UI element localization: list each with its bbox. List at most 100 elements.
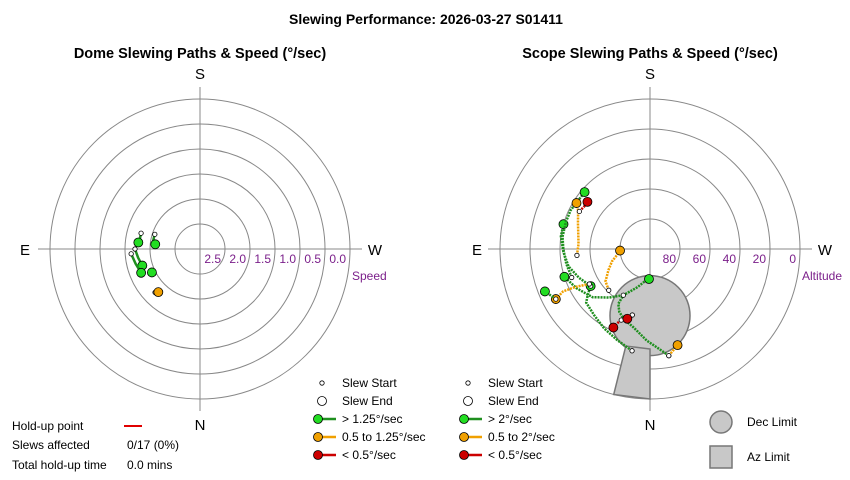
dome-slew-start-marker [132,246,138,252]
dome-direction-bottom: N [195,417,206,434]
scope-slew-end-marker [672,340,683,351]
scope-polar-chart: Scope Slewing Paths & Speed (°/sec) S N … [472,46,842,434]
scope-ring-label: 0 [789,252,796,266]
scope-slew-path [561,191,586,278]
scope-ring-label: 80 [663,252,677,266]
scope-chart-title: Scope Slewing Paths & Speed (°/sec) [522,46,778,62]
dome-legend-label: Slew End [342,394,393,408]
dome-ring-label: 2.5 [204,252,221,266]
dome-slew-end-marker [150,239,161,250]
dome-grid [38,87,362,411]
scope-slew-path [617,277,670,357]
scope-legend: Slew Start Slew End > 2°/sec 0.5 to 2°/sec <… [459,376,555,462]
holdup-time-label: Total hold-up time [12,458,107,472]
dome-legend-end-swatch [317,396,327,406]
scope-direction-right: W [818,242,833,259]
dome-legend-start-swatch [319,380,325,386]
dome-ring-label: 2.0 [229,252,246,266]
scope-legend-label: < 0.5°/sec [488,448,542,462]
limit-legend-label: Dec Limit [747,415,798,429]
scope-slew-end-marker [622,313,633,324]
scope-ring-label: 60 [693,252,707,266]
scope-slew-start-marker [629,348,635,354]
dome-ring-label: 0.0 [329,252,346,266]
scope-slew-start-marker [574,252,580,258]
scope-slew-start-marker [586,281,592,287]
scope-slew-start-marker [569,274,575,281]
scope-slew-path [554,282,590,300]
dome-legend-marker-swatch [313,450,323,460]
dome-slew-end-marker [136,267,147,278]
scope-slew-end-marker [540,286,550,297]
scope-direction-left: E [472,242,482,259]
dome-ring-labels: 2.5 2.0 1.5 1.0 0.5 0.0 [204,252,346,266]
scope-slew-paths [540,187,683,359]
scope-slew-end-marker [579,187,590,198]
dome-ring-label: 1.0 [279,252,296,266]
dome-legend-label: 0.5 to 1.25°/sec [342,430,426,444]
dome-polar-chart: Dome Slewing Paths & Speed (°/sec) S N E… [20,46,387,434]
scope-slew-end-marker [615,245,625,256]
scope-radial-axis-label: Altitude [802,269,842,283]
limit-legend: Dec Limit Az Limit [709,410,798,469]
dome-slew-start-marker [138,230,144,236]
holdup-summary: Hold-up point Slews affected 0/17 (0%) T… [12,419,179,472]
scope-slew-start-marker [553,296,559,302]
dec-limit-legend-swatch [709,410,733,434]
scope-limit-zones [609,274,691,400]
scope-slew-end-marker [608,322,619,333]
scope-legend-marker-swatch [459,450,469,460]
scope-slew-path [544,290,557,301]
scope-slew-start-marker [606,287,612,293]
dome-legend: Slew Start Slew End > 1.25°/sec 0.5 to 1.25… [313,376,426,462]
dome-ring-label: 0.5 [304,252,321,266]
scope-legend-marker-swatch [459,432,469,442]
dome-ring-label: 1.5 [254,252,271,266]
dome-legend-label: Slew Start [342,376,397,390]
scope-ring-labels: 80 60 40 20 0 [663,252,797,266]
dome-legend-label: < 0.5°/sec [342,448,396,462]
dome-slew-start-marker [152,231,158,237]
holdup-time-value: 0.0 mins [127,458,172,472]
scope-legend-label: Slew End [488,394,539,408]
az-limit-legend-swatch [709,445,733,469]
scope-direction-top: S [645,66,655,83]
dome-direction-left: E [20,242,30,259]
dome-direction-top: S [195,66,205,83]
scope-slew-end-marker [559,271,570,282]
scope-legend-label: 0.5 to 2°/sec [488,430,555,444]
limit-legend-label: Az Limit [747,450,790,464]
scope-slew-end-marker [571,198,582,208]
dome-legend-label: > 1.25°/sec [342,412,403,426]
scope-slew-start-marker [576,208,582,215]
scope-slew-start-marker [620,292,626,298]
dome-legend-marker-swatch [313,414,323,424]
dome-radial-axis-label: Speed [352,269,387,283]
scope-slew-path [667,344,679,357]
dome-slew-end-marker [153,287,164,298]
az-limit-zone [612,345,651,400]
dome-slew-end-marker [133,237,144,248]
scope-legend-start-swatch [465,380,471,386]
slews-affected-value: 0/17 (0%) [127,438,179,452]
scope-legend-end-swatch [463,396,473,406]
dome-slew-end-marker [147,267,157,278]
scope-legend-marker-swatch [459,414,469,424]
scope-ring-label: 20 [753,252,767,266]
dome-direction-right: W [368,242,383,259]
dome-slew-start-marker [128,251,134,257]
scope-slew-path [604,249,622,291]
dome-slew-paths [128,230,164,298]
scope-direction-bottom: N [645,417,656,434]
dome-legend-marker-swatch [313,432,323,442]
scope-legend-label: Slew Start [488,376,543,390]
scope-slew-end-marker [582,196,593,207]
slews-affected-label: Slews affected [12,438,90,452]
figure-title: Slewing Performance: 2026-03-27 S01411 [289,11,563,27]
scope-slew-end-marker [644,274,654,284]
scope-slew-start-marker [666,353,672,359]
scope-legend-label: > 2°/sec [488,412,532,426]
holdup-point-label: Hold-up point [12,419,84,433]
scope-slew-path [563,275,624,299]
